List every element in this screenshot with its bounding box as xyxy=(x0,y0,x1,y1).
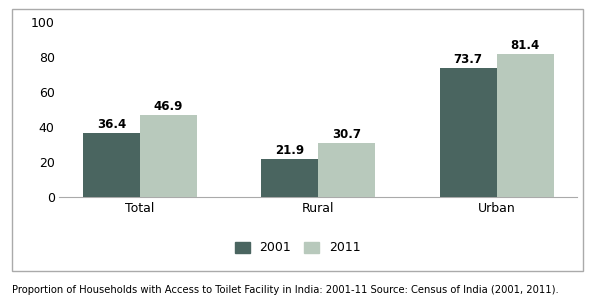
Bar xyxy=(497,54,553,197)
Text: 81.4: 81.4 xyxy=(511,39,540,52)
Legend: 2001, 2011: 2001, 2011 xyxy=(234,241,361,254)
Text: 36.4: 36.4 xyxy=(97,118,126,131)
Text: 21.9: 21.9 xyxy=(275,144,305,156)
Bar xyxy=(83,133,140,197)
Bar xyxy=(261,159,318,197)
Bar xyxy=(140,115,197,197)
Text: Proportion of Households with Access to Toilet Facility in India: 2001-11 Source: Proportion of Households with Access to … xyxy=(12,285,559,294)
Bar xyxy=(318,143,375,197)
Bar xyxy=(440,68,497,197)
Text: 30.7: 30.7 xyxy=(333,128,361,141)
Text: 73.7: 73.7 xyxy=(453,53,483,66)
Text: 46.9: 46.9 xyxy=(154,100,183,113)
